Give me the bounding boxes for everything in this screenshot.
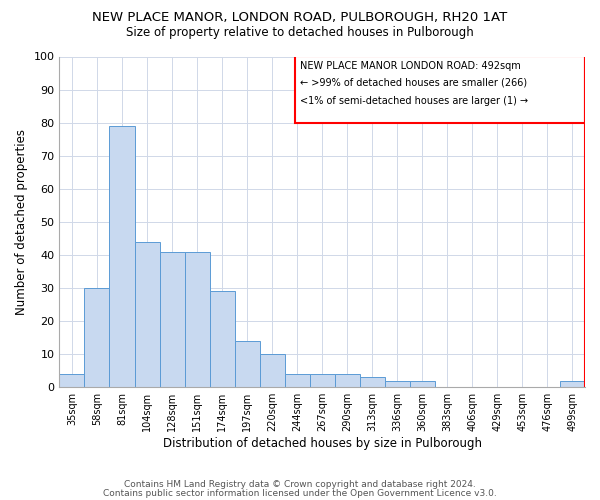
Text: NEW PLACE MANOR LONDON ROAD: 492sqm: NEW PLACE MANOR LONDON ROAD: 492sqm — [299, 62, 520, 72]
Text: Contains HM Land Registry data © Crown copyright and database right 2024.: Contains HM Land Registry data © Crown c… — [124, 480, 476, 489]
Bar — [560, 380, 585, 387]
Bar — [109, 126, 134, 387]
Text: NEW PLACE MANOR, LONDON ROAD, PULBOROUGH, RH20 1AT: NEW PLACE MANOR, LONDON ROAD, PULBOROUGH… — [92, 11, 508, 24]
X-axis label: Distribution of detached houses by size in Pulborough: Distribution of detached houses by size … — [163, 437, 482, 450]
Bar — [134, 242, 160, 387]
Bar — [410, 380, 435, 387]
Text: <1% of semi-detached houses are larger (1) →: <1% of semi-detached houses are larger (… — [299, 96, 528, 106]
Bar — [85, 288, 109, 387]
Text: ← >99% of detached houses are smaller (266): ← >99% of detached houses are smaller (2… — [299, 78, 527, 88]
Bar — [235, 341, 260, 387]
Bar — [160, 252, 185, 387]
Y-axis label: Number of detached properties: Number of detached properties — [15, 129, 28, 315]
Bar — [209, 292, 235, 387]
Bar — [335, 374, 360, 387]
Bar — [284, 374, 310, 387]
Bar — [360, 378, 385, 387]
Bar — [260, 354, 284, 387]
Text: Size of property relative to detached houses in Pulborough: Size of property relative to detached ho… — [126, 26, 474, 39]
Bar — [295, 56, 585, 122]
Bar — [185, 252, 209, 387]
Bar — [310, 374, 335, 387]
Text: Contains public sector information licensed under the Open Government Licence v3: Contains public sector information licen… — [103, 489, 497, 498]
Bar — [59, 374, 85, 387]
Bar — [385, 380, 410, 387]
